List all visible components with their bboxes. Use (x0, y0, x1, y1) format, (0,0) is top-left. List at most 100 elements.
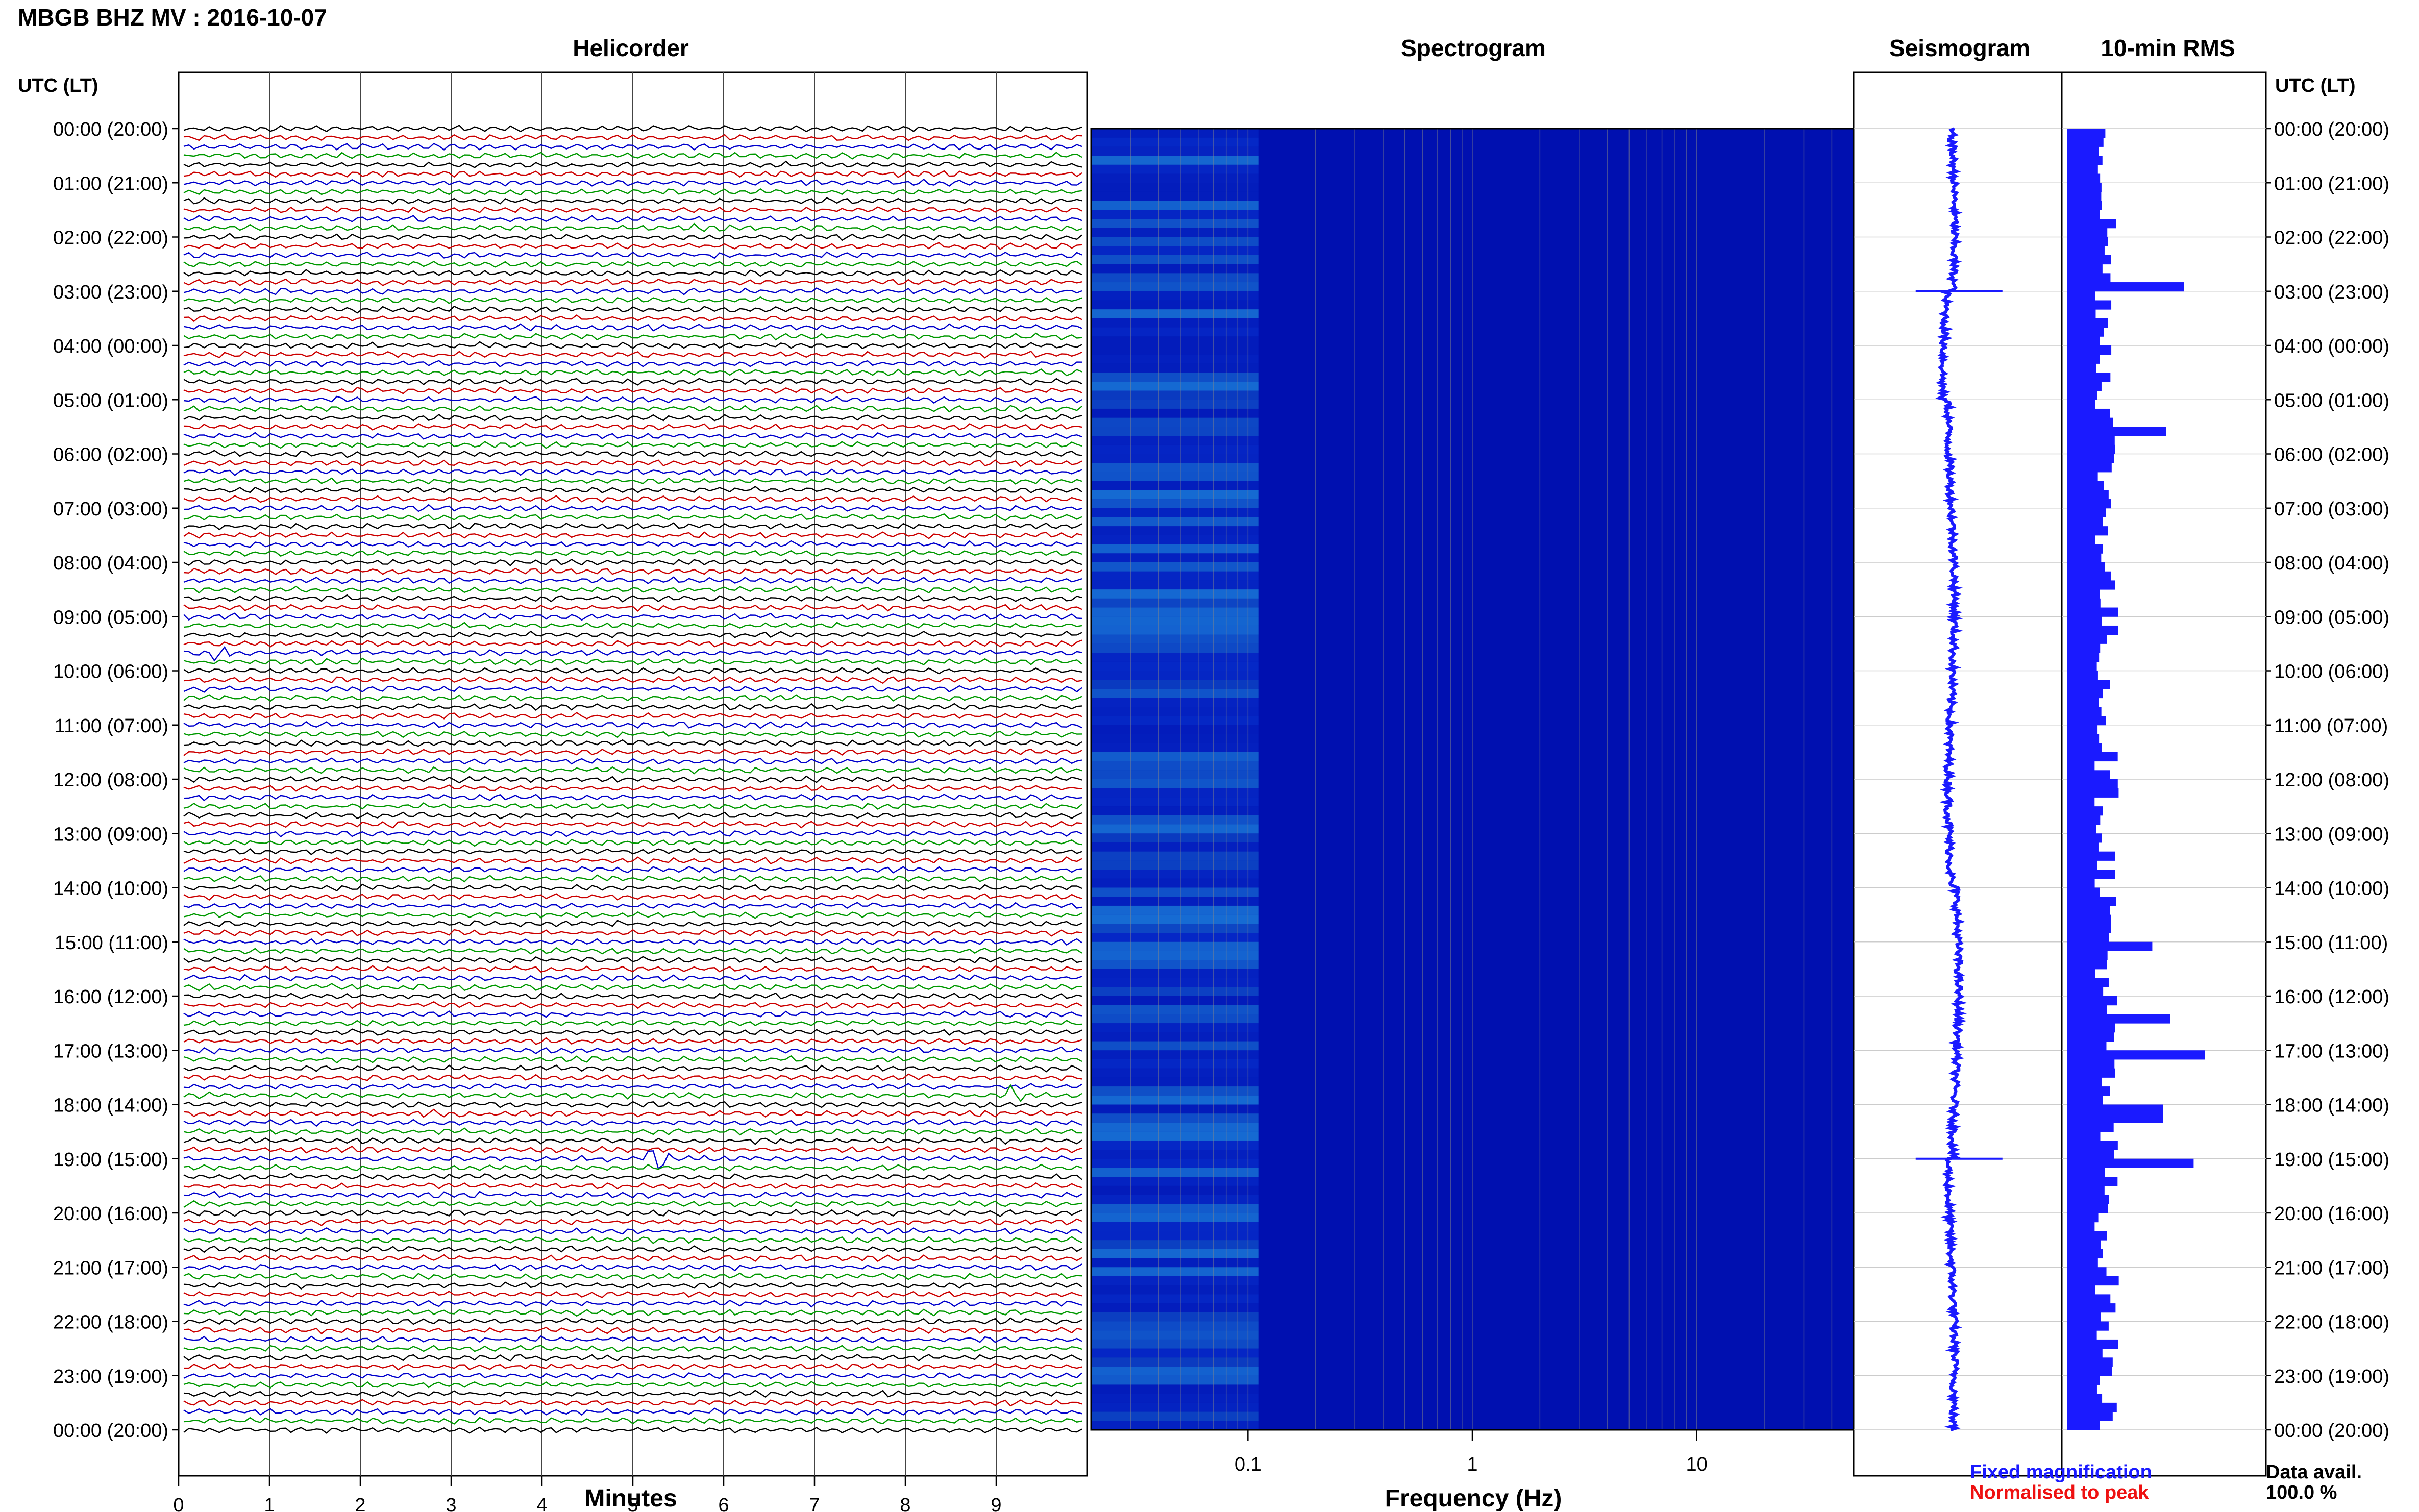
rms-bar (2067, 219, 2116, 229)
rms-bar (2067, 716, 2106, 726)
spectrogram-row (1091, 1267, 1259, 1276)
rms-bar (2067, 725, 2098, 734)
rms-bar (2067, 1141, 2118, 1150)
time-label-right: 13:00 (09:00) (2274, 824, 2389, 845)
time-label-left: 07:00 (03:00) (53, 499, 168, 520)
rms-bar (2067, 1023, 2115, 1033)
rms-frame (2061, 71, 2267, 1477)
rms-bar (2067, 390, 2097, 400)
helicorder-trace (183, 739, 1082, 747)
helicorder-trace (183, 667, 1082, 675)
rms-bar (2067, 1204, 2108, 1213)
time-label-left: 00:00 (20:00) (53, 1420, 168, 1442)
helicorder-trace (183, 1083, 1082, 1090)
spectrogram-row (1091, 815, 1259, 825)
time-label-right: 18:00 (14:00) (2274, 1095, 2389, 1117)
time-label-right: 05:00 (01:00) (2274, 390, 2389, 411)
helicorder-trace (183, 188, 1082, 196)
spectrogram-row (1091, 1050, 1259, 1059)
spectrogram-row (1091, 634, 1259, 644)
rms-bar (2067, 373, 2111, 382)
spectrogram-row (1091, 228, 1259, 237)
rms-bar (2067, 797, 2095, 807)
rms-bar (2067, 870, 2115, 879)
spectrogram-row (1091, 508, 1259, 517)
time-label-left: 14:00 (10:00) (53, 878, 168, 900)
spectrogram-row (1091, 553, 1259, 562)
rms-bar (2067, 1348, 2103, 1358)
rms-bar (2067, 761, 2095, 771)
rms-bar (2067, 752, 2118, 762)
rms-bar (2067, 544, 2103, 554)
spectrogram-row (1091, 1150, 1259, 1159)
rms-plot (2061, 71, 2267, 1477)
rms-bar (2067, 282, 2184, 292)
time-label-left: 06:00 (02:00) (53, 444, 168, 466)
rms-bar (2067, 924, 2111, 933)
spectrogram-row (1091, 1077, 1259, 1087)
spectrogram-row (1091, 571, 1259, 581)
rms-bar (2067, 237, 2108, 246)
helicorder-trace (183, 938, 1082, 946)
rms-bar (2067, 860, 2097, 870)
spectrogram-xtick-label: 10 (1686, 1454, 1708, 1475)
spectrogram-row (1091, 535, 1259, 544)
rms-bar (2067, 653, 2100, 662)
rms-bar (2067, 625, 2118, 635)
helicorder-trace (183, 314, 1082, 323)
rms-bar (2067, 526, 2108, 536)
spectrogram-row (1091, 897, 1259, 906)
time-label-left: 22:00 (18:00) (53, 1312, 168, 1333)
helicorder-trace (183, 558, 1082, 567)
helicorder-trace (183, 323, 1082, 332)
spectrogram-row (1091, 1059, 1259, 1069)
helicorder-trace (183, 974, 1082, 982)
spectrogram-row (1091, 797, 1259, 807)
helicorder-trace (183, 992, 1082, 1000)
time-label-right: 00:00 (20:00) (2274, 119, 2389, 140)
helicorder-trace (183, 604, 1082, 612)
rms-bar (2067, 661, 2097, 671)
helicorder-trace (183, 1308, 1082, 1317)
rms-bar (2067, 1321, 2109, 1331)
helicorder-trace (183, 350, 1082, 359)
rms-bar (2067, 535, 2095, 545)
spectrogram-row (1091, 146, 1259, 156)
time-label-right: 15:00 (11:00) (2274, 932, 2388, 954)
helicorder-trace (183, 694, 1082, 702)
spectrogram-row (1091, 914, 1259, 924)
time-label-right: 12:00 (08:00) (2274, 770, 2389, 791)
helicorder-trace (183, 911, 1082, 919)
rms-bar (2067, 1312, 2101, 1322)
spectrogram-row (1091, 400, 1259, 409)
spectrogram-row (1091, 1023, 1259, 1032)
helicorder-trace (183, 676, 1082, 684)
helicorder-trace (183, 1372, 1082, 1380)
rms-bar (2067, 698, 2099, 707)
spectrogram-row (1091, 1141, 1259, 1150)
rms-bar (2067, 905, 2110, 915)
rms-bar (2067, 707, 2102, 716)
spectrogram-row (1091, 345, 1259, 355)
spectrogram-row (1091, 1421, 1259, 1430)
helicorder-trace (183, 874, 1082, 883)
rms-bar (2067, 842, 2099, 852)
helicorder-trace (183, 567, 1082, 575)
rms-bar (2067, 1104, 2163, 1114)
spectrogram-title: Spectrogram (1401, 35, 1546, 61)
spectrogram-row (1091, 752, 1259, 761)
rms-bar (2067, 580, 2115, 590)
helicorder-trace (183, 856, 1082, 865)
rms-bar (2067, 987, 2104, 997)
rms-bar (2067, 643, 2101, 653)
spectrogram-row (1091, 1321, 1259, 1331)
helicorder-trace (183, 242, 1082, 251)
rms-bar (2067, 1421, 2100, 1430)
spectrogram-row (1091, 887, 1259, 897)
time-label-right: 11:00 (07:00) (2274, 715, 2388, 737)
spectrogram-row (1091, 137, 1259, 147)
rms-bar (2067, 851, 2115, 861)
spectrogram-row (1091, 842, 1259, 852)
rms-bar (2067, 1367, 2112, 1376)
rms-bar (2067, 400, 2095, 409)
